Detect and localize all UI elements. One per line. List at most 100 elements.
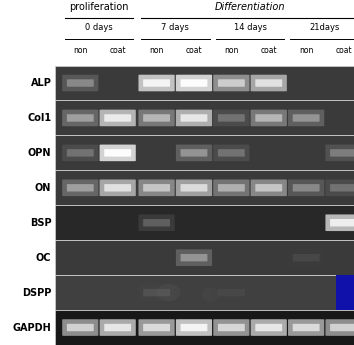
FancyBboxPatch shape — [251, 319, 287, 336]
FancyBboxPatch shape — [325, 145, 354, 161]
FancyBboxPatch shape — [293, 114, 320, 122]
FancyBboxPatch shape — [62, 179, 98, 196]
FancyBboxPatch shape — [143, 184, 170, 191]
FancyBboxPatch shape — [138, 319, 175, 336]
FancyBboxPatch shape — [251, 75, 287, 91]
FancyBboxPatch shape — [62, 319, 98, 336]
Text: Differentiation: Differentiation — [215, 2, 285, 12]
FancyBboxPatch shape — [218, 289, 245, 296]
FancyBboxPatch shape — [143, 114, 170, 122]
Text: OC: OC — [36, 253, 51, 263]
Text: 21days: 21days — [310, 23, 340, 32]
FancyBboxPatch shape — [330, 149, 354, 157]
FancyBboxPatch shape — [176, 145, 212, 161]
Text: coat: coat — [335, 46, 352, 55]
FancyBboxPatch shape — [213, 75, 250, 91]
FancyBboxPatch shape — [143, 289, 170, 296]
Text: non: non — [149, 46, 164, 55]
FancyBboxPatch shape — [138, 110, 175, 126]
FancyBboxPatch shape — [255, 114, 282, 122]
FancyBboxPatch shape — [99, 179, 136, 196]
FancyBboxPatch shape — [325, 319, 354, 336]
FancyBboxPatch shape — [218, 114, 245, 122]
FancyBboxPatch shape — [181, 324, 207, 331]
Text: ALP: ALP — [30, 78, 51, 88]
FancyBboxPatch shape — [288, 319, 324, 336]
FancyBboxPatch shape — [218, 184, 245, 191]
FancyBboxPatch shape — [330, 324, 354, 331]
FancyBboxPatch shape — [181, 254, 207, 262]
FancyBboxPatch shape — [104, 184, 131, 191]
Text: ON: ON — [35, 183, 51, 193]
Text: DSPP: DSPP — [22, 288, 51, 298]
Text: non: non — [299, 46, 313, 55]
FancyBboxPatch shape — [218, 324, 245, 331]
Text: coat: coat — [185, 46, 202, 55]
FancyBboxPatch shape — [325, 215, 354, 231]
FancyBboxPatch shape — [62, 75, 98, 91]
FancyBboxPatch shape — [251, 179, 287, 196]
FancyBboxPatch shape — [138, 215, 175, 231]
FancyBboxPatch shape — [67, 79, 94, 87]
FancyBboxPatch shape — [255, 324, 282, 331]
FancyBboxPatch shape — [218, 149, 245, 157]
FancyBboxPatch shape — [138, 179, 175, 196]
FancyBboxPatch shape — [62, 110, 98, 126]
FancyBboxPatch shape — [104, 114, 131, 122]
FancyBboxPatch shape — [176, 249, 212, 266]
FancyBboxPatch shape — [330, 184, 354, 191]
Text: 0 days: 0 days — [85, 23, 113, 32]
FancyBboxPatch shape — [255, 79, 282, 87]
Text: Col1: Col1 — [27, 113, 51, 123]
FancyBboxPatch shape — [330, 219, 354, 226]
FancyBboxPatch shape — [67, 114, 94, 122]
FancyBboxPatch shape — [67, 149, 94, 157]
FancyBboxPatch shape — [176, 110, 212, 126]
FancyBboxPatch shape — [293, 254, 320, 262]
FancyBboxPatch shape — [181, 114, 207, 122]
FancyBboxPatch shape — [218, 79, 245, 87]
FancyBboxPatch shape — [176, 75, 212, 91]
FancyBboxPatch shape — [288, 110, 324, 126]
Ellipse shape — [156, 284, 181, 301]
FancyBboxPatch shape — [143, 79, 170, 87]
FancyBboxPatch shape — [176, 319, 212, 336]
FancyBboxPatch shape — [213, 145, 250, 161]
FancyBboxPatch shape — [99, 145, 136, 161]
FancyBboxPatch shape — [325, 179, 354, 196]
FancyBboxPatch shape — [213, 284, 250, 301]
FancyBboxPatch shape — [138, 75, 175, 91]
FancyBboxPatch shape — [176, 179, 212, 196]
FancyBboxPatch shape — [181, 184, 207, 191]
FancyBboxPatch shape — [104, 149, 131, 157]
Text: non: non — [73, 46, 87, 55]
FancyBboxPatch shape — [213, 179, 250, 196]
Text: GAPDH: GAPDH — [13, 323, 51, 333]
FancyBboxPatch shape — [255, 184, 282, 191]
FancyBboxPatch shape — [143, 219, 170, 226]
FancyBboxPatch shape — [181, 149, 207, 157]
Ellipse shape — [201, 287, 219, 301]
FancyBboxPatch shape — [251, 110, 287, 126]
FancyBboxPatch shape — [181, 79, 207, 87]
FancyBboxPatch shape — [143, 324, 170, 331]
Text: 7 days: 7 days — [161, 23, 189, 32]
FancyBboxPatch shape — [138, 284, 175, 301]
FancyBboxPatch shape — [293, 184, 320, 191]
Text: proliferation: proliferation — [69, 2, 129, 12]
FancyBboxPatch shape — [288, 179, 324, 196]
Text: OPN: OPN — [28, 148, 51, 158]
FancyBboxPatch shape — [99, 110, 136, 126]
FancyBboxPatch shape — [62, 145, 98, 161]
FancyBboxPatch shape — [213, 319, 250, 336]
FancyBboxPatch shape — [288, 249, 324, 266]
FancyBboxPatch shape — [104, 324, 131, 331]
Text: coat: coat — [261, 46, 277, 55]
Text: coat: coat — [109, 46, 126, 55]
FancyBboxPatch shape — [213, 110, 250, 126]
FancyBboxPatch shape — [99, 319, 136, 336]
Text: non: non — [224, 46, 239, 55]
FancyBboxPatch shape — [293, 324, 320, 331]
FancyBboxPatch shape — [67, 324, 94, 331]
Bar — [336, 275, 354, 310]
